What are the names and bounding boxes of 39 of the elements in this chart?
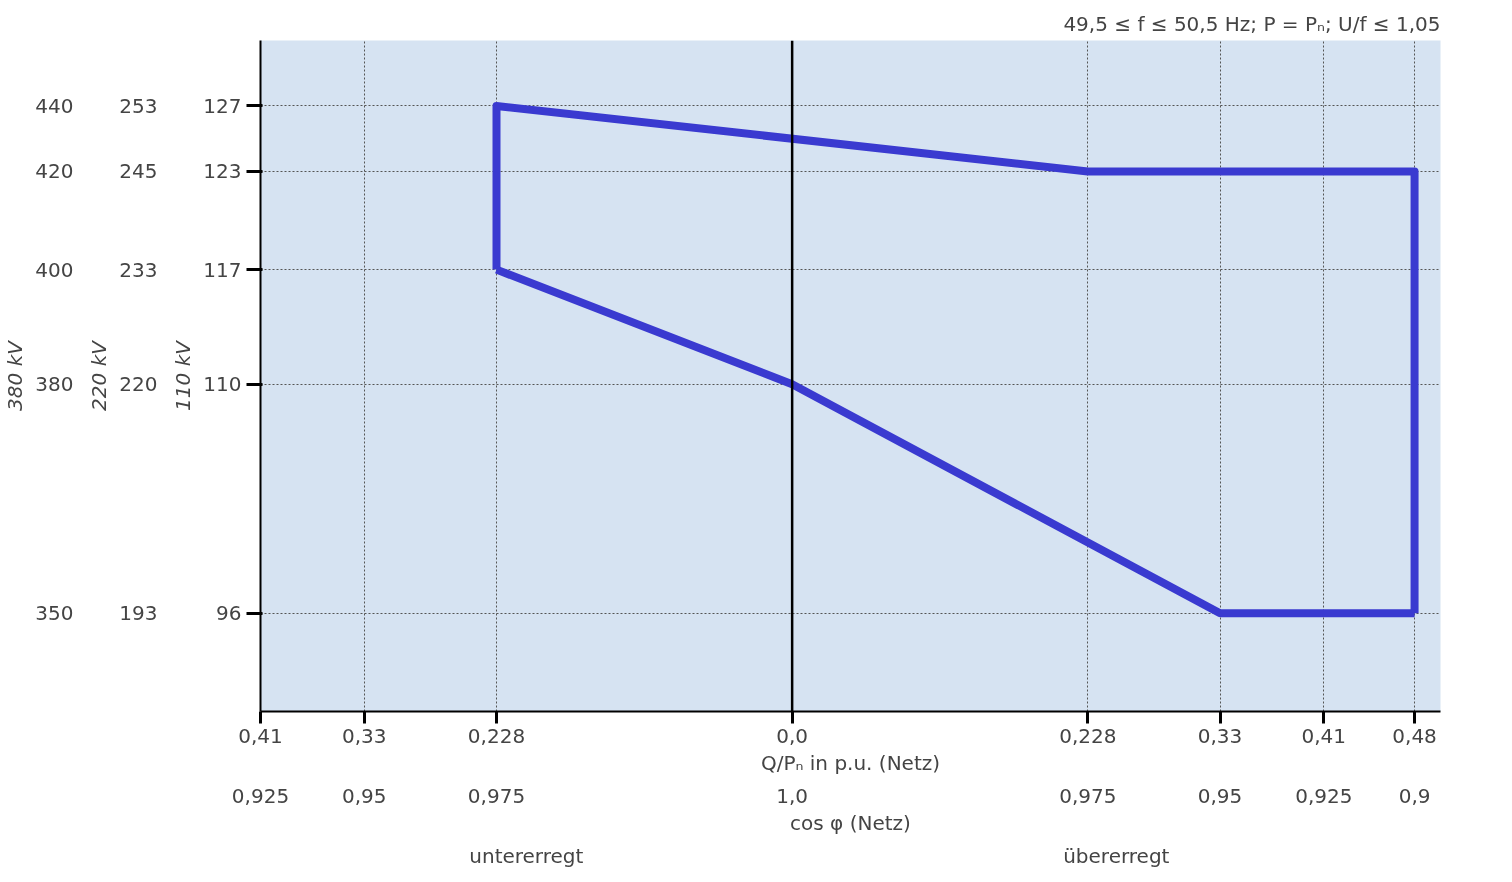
x-tick-label: 0,228 [467, 723, 526, 748]
y-tick-label: 127 [203, 93, 242, 118]
x-tick-label: 0,48 [1392, 723, 1437, 748]
text: 0,95 [341, 783, 387, 808]
text: 220 kV [87, 339, 112, 411]
text: 0,9 [1398, 783, 1431, 808]
text: 350 [35, 601, 74, 626]
text: 110 kV [171, 339, 196, 411]
text: 253 [119, 93, 158, 118]
x-tick-label: 0,41 [238, 723, 283, 748]
text: 233 [119, 257, 158, 282]
text: 193 [119, 601, 158, 626]
text: 220 [119, 372, 158, 397]
text: 1,0 [776, 783, 809, 808]
text: 0,925 [1295, 783, 1353, 808]
text: 380 [35, 372, 74, 397]
x-axis-title: Q/Pₙ in p.u. (Netz) [760, 750, 941, 775]
text: 400 [35, 257, 74, 282]
text: untererregt [469, 843, 584, 868]
text: 0,975 [1059, 783, 1117, 808]
x-tick-label: 0,33 [1197, 723, 1243, 748]
chart-title: 49,5 ≤ f ≤ 50,5 Hz; P = Pₙ; U/f ≤ 1,05 [1063, 11, 1441, 36]
text: übererregt [1063, 843, 1170, 868]
x-tick-label: 0,41 [1301, 723, 1347, 748]
text: cos φ (Netz) [790, 810, 911, 835]
y-tick-label: 117 [203, 257, 242, 282]
x-tick-label: 0,228 [1059, 723, 1117, 748]
y-tick-label: 123 [203, 159, 242, 184]
text: 0,95 [1197, 783, 1243, 808]
x-tick-label: 0,0 [776, 723, 809, 748]
x-tick-label: 0,33 [341, 723, 387, 748]
text: 0,925 [231, 783, 290, 808]
text: 380 kV [3, 339, 28, 411]
y-tick-label: 110 [203, 372, 242, 397]
text: 440 [35, 93, 74, 118]
text: 420 [35, 159, 74, 184]
text: 0,975 [467, 783, 526, 808]
y-tick-label: 96 [216, 601, 242, 626]
text: 245 [119, 159, 158, 184]
